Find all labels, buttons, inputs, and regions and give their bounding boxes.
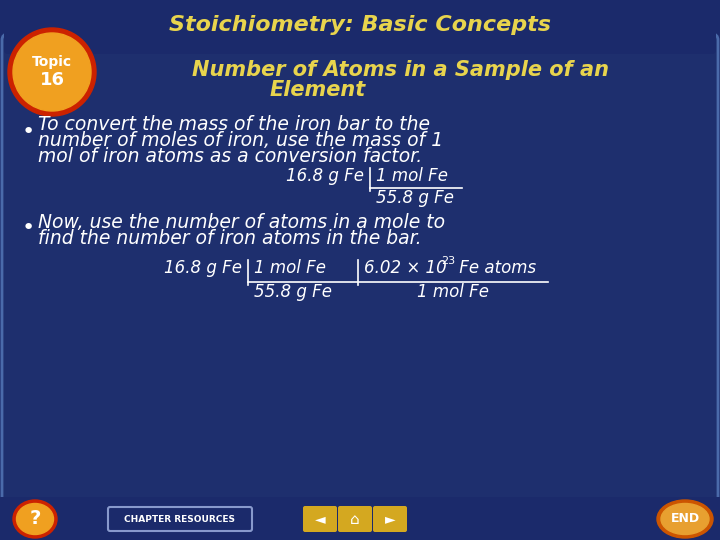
Ellipse shape [8, 28, 96, 116]
Text: ⌂: ⌂ [350, 511, 360, 526]
Text: 16.8 g Fe: 16.8 g Fe [286, 167, 364, 185]
Text: 16.8 g Fe: 16.8 g Fe [164, 259, 242, 277]
Text: find the number of iron atoms in the bar.: find the number of iron atoms in the bar… [38, 228, 422, 247]
Text: Stoichiometry: Basic Concepts: Stoichiometry: Basic Concepts [169, 15, 551, 35]
Text: 55.8 g Fe: 55.8 g Fe [254, 283, 332, 301]
Text: mol of iron atoms as a conversion factor.: mol of iron atoms as a conversion factor… [38, 146, 422, 165]
Text: Fe atoms: Fe atoms [454, 259, 536, 277]
Text: To convert the mass of the iron bar to the: To convert the mass of the iron bar to t… [38, 114, 430, 133]
FancyBboxPatch shape [338, 506, 372, 532]
Ellipse shape [13, 500, 57, 538]
Text: END: END [670, 512, 700, 525]
Text: •: • [22, 122, 35, 142]
FancyBboxPatch shape [303, 506, 337, 532]
Text: 1 mol Fe: 1 mol Fe [254, 259, 326, 277]
Text: CHAPTER RESOURCES: CHAPTER RESOURCES [125, 515, 235, 523]
Text: 23: 23 [441, 256, 455, 266]
FancyBboxPatch shape [108, 507, 252, 531]
Ellipse shape [657, 500, 713, 538]
FancyBboxPatch shape [4, 2, 716, 54]
Text: •: • [22, 218, 35, 238]
Text: ?: ? [30, 510, 41, 529]
Text: Topic: Topic [32, 55, 72, 69]
Text: 1 mol Fe: 1 mol Fe [417, 283, 489, 301]
Text: number of moles of iron, use the mass of 1: number of moles of iron, use the mass of… [38, 131, 443, 150]
Text: Number of Atoms in a Sample of an: Number of Atoms in a Sample of an [192, 60, 608, 80]
Text: 16: 16 [40, 71, 65, 89]
FancyBboxPatch shape [373, 506, 407, 532]
FancyBboxPatch shape [0, 497, 720, 540]
Ellipse shape [661, 503, 709, 535]
Text: 55.8 g Fe: 55.8 g Fe [376, 189, 454, 207]
Text: ►: ► [384, 512, 395, 526]
Text: 1 mol Fe: 1 mol Fe [376, 167, 448, 185]
Text: ◄: ◄ [315, 512, 325, 526]
Ellipse shape [13, 33, 91, 111]
Text: Now, use the number of atoms in a mole to: Now, use the number of atoms in a mole t… [38, 213, 445, 232]
Text: Element: Element [270, 80, 366, 100]
Ellipse shape [17, 503, 53, 535]
Text: 6.02 × 10: 6.02 × 10 [364, 259, 446, 277]
FancyBboxPatch shape [2, 34, 718, 504]
